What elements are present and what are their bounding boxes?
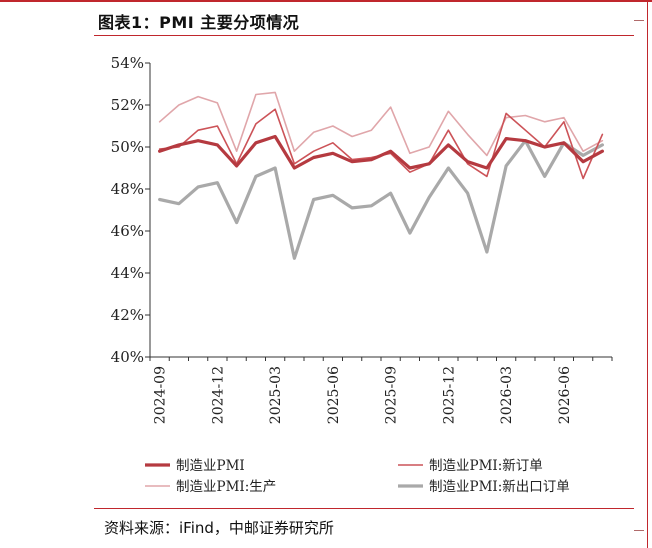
x-tick-label: 2025-06 <box>326 366 342 424</box>
series-line <box>158 91 604 157</box>
y-tick-label: 44% <box>111 264 144 282</box>
x-tick-label: 2026-03 <box>499 366 515 424</box>
x-tick-label: 2024-09 <box>153 366 169 424</box>
right-edge-mark <box>634 20 644 21</box>
y-tick-label: 54% <box>111 54 144 72</box>
y-tick-label: 48% <box>111 180 144 198</box>
x-tick-label: 2025-12 <box>441 366 457 424</box>
title-underline <box>94 35 634 36</box>
source-note: 资料来源：iFind，中邮证券研究所 <box>104 519 334 537</box>
chart-series <box>158 91 604 260</box>
right-border <box>647 0 648 548</box>
legend-label: 制造业PMI:新订单 <box>429 458 543 474</box>
x-tick-label: 2026-06 <box>557 366 573 424</box>
chart-axes: 40% 42% 44% 46% 48% 50% 52% 54% 2024-09 2024-12 20… <box>111 54 613 424</box>
right-edge-mark <box>634 530 644 531</box>
x-tick-label: 2024-12 <box>210 366 226 424</box>
legend-label: 制造业PMI:新出口订单 <box>429 479 570 495</box>
y-tick-label: 46% <box>111 222 144 240</box>
figure-title: 图表1：PMI 主要分项情况 <box>98 13 300 32</box>
top-border <box>0 0 652 2</box>
x-tick-label: 2025-03 <box>268 366 284 424</box>
x-tick-label: 2025-09 <box>384 366 400 424</box>
legend-label: 制造业PMI:生产 <box>176 479 276 495</box>
y-tick-label: 52% <box>111 96 144 114</box>
series-line <box>158 134 604 170</box>
source-divider <box>94 508 634 509</box>
y-tick-label: 42% <box>111 306 144 324</box>
y-tick-label: 40% <box>111 348 144 366</box>
legend-label: 制造业PMI <box>176 458 245 474</box>
y-tick-label: 50% <box>111 138 144 156</box>
series-line <box>158 139 604 260</box>
